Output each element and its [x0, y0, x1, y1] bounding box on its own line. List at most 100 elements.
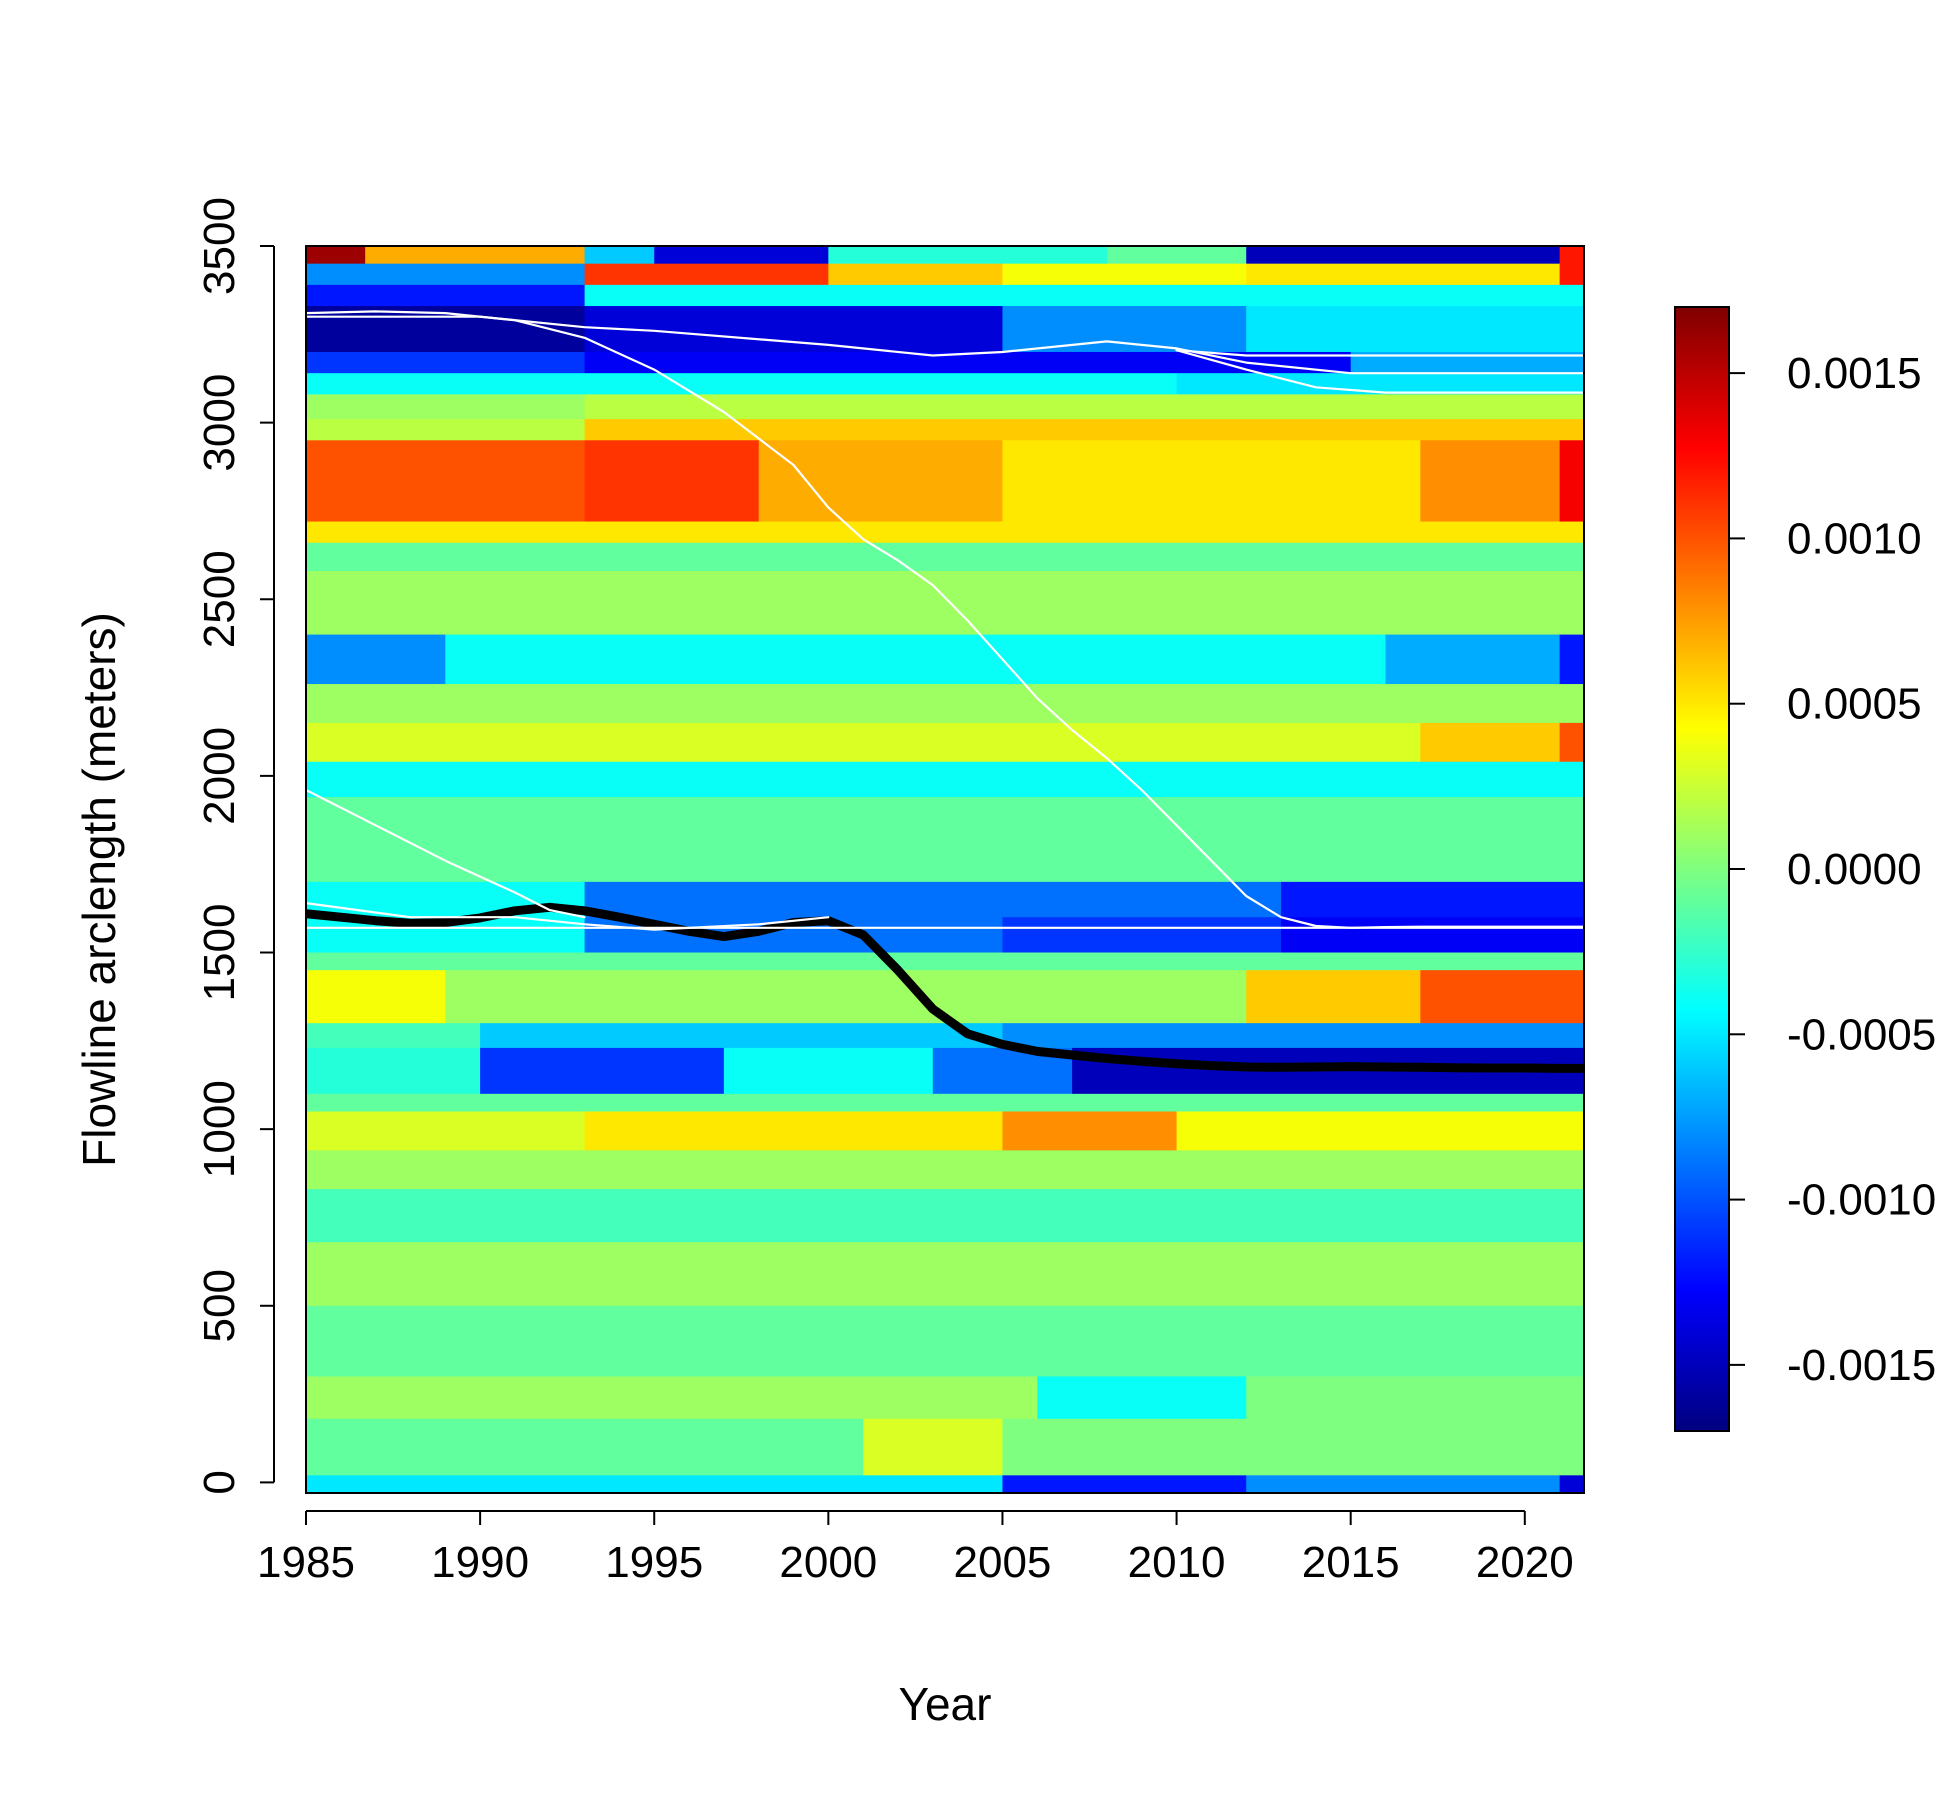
heatmap-cell — [1246, 306, 1584, 353]
heatmap-cell — [306, 1023, 481, 1049]
heatmap-cell — [1385, 634, 1561, 685]
heatmap-cell — [306, 373, 1178, 395]
heatmap-cell — [306, 1111, 586, 1151]
heatmap-cell — [1002, 1418, 1584, 1476]
heatmap-cell — [306, 246, 366, 265]
heatmap-cell — [306, 634, 446, 685]
heatmap-cell — [1002, 1023, 1584, 1049]
colorbar: -0.0015 -0.0010 -0.0005 0.0000 0.0005 0.0010 0… — [1674, 306, 1936, 1432]
heatmap-cell — [723, 1047, 934, 1095]
heatmap-cell — [306, 394, 586, 420]
heatmap-cell — [1281, 881, 1584, 918]
colorbar-tick-label: -0.0005 — [1787, 1010, 1936, 1059]
heatmap-cell — [863, 1418, 1003, 1476]
heatmap-cell — [306, 1305, 1584, 1377]
y-tick-label: 3000 — [195, 374, 244, 472]
y-tick-label: 2500 — [195, 550, 244, 648]
heatmap-cell — [584, 246, 655, 265]
x-tick-label: 2010 — [1128, 1538, 1226, 1587]
heatmap-cell — [306, 1047, 481, 1095]
heatmap-cell — [1176, 1111, 1584, 1151]
x-tick-label: 2015 — [1302, 1538, 1400, 1587]
heatmap-cell — [306, 952, 1584, 971]
heatmap-cell — [584, 881, 1282, 918]
x-tick-label: 1990 — [431, 1538, 529, 1587]
heatmap — [306, 246, 1584, 1493]
heatmap-cell — [445, 634, 1387, 685]
heatmap-cell — [1559, 440, 1584, 523]
colorbar-tick-label: 0.0015 — [1787, 349, 1922, 398]
heatmap-cell — [445, 970, 1247, 1024]
heatmap-cell — [1246, 1376, 1584, 1420]
heatmap-cell — [1281, 917, 1584, 954]
heatmap-cell — [306, 1189, 1584, 1243]
heatmap-cell — [828, 263, 1003, 286]
heatmap-cell — [306, 684, 1584, 724]
heatmap-cell — [584, 351, 1352, 374]
white-series-line-3 — [1175, 349, 1584, 357]
heatmap-cell — [365, 246, 586, 265]
x-axis-title: Year — [899, 1678, 992, 1730]
heatmap-cell — [584, 1111, 1003, 1151]
x-axis: 1985 1990 1995 2000 2005 2010 2015 2020 — [257, 1510, 1574, 1587]
heatmap-cell — [480, 1023, 1003, 1049]
white-series-line-5 — [306, 788, 586, 919]
heatmap-cell — [654, 246, 829, 265]
heatmap-cell — [1037, 1376, 1247, 1420]
heatmap-cell — [306, 419, 586, 441]
heatmap-cell — [1002, 1475, 1247, 1493]
heatmap-cell — [306, 1475, 1003, 1493]
heatmap-cell — [1002, 263, 1247, 286]
y-axis-title: Flowline arclength (meters) — [73, 612, 125, 1167]
heatmap-cell — [758, 440, 1003, 523]
y-axis: 0 500 1000 1500 2000 2500 3000 3500 — [195, 197, 275, 1495]
series-lines — [306, 310, 1584, 1073]
heatmap-cell — [1420, 440, 1561, 523]
heatmap-cell — [306, 570, 1584, 636]
x-tick-label: 1995 — [605, 1538, 703, 1587]
heatmap-cell — [584, 306, 1003, 353]
heatmap-cell — [306, 761, 1584, 798]
heatmap-cell — [1002, 306, 1247, 353]
heatmap-cell — [584, 394, 1584, 420]
heatmap-cell — [1246, 263, 1561, 286]
y-tick-label: 500 — [195, 1269, 244, 1342]
heatmap-cell — [1002, 1111, 1178, 1151]
x-tick-label: 2005 — [954, 1538, 1052, 1587]
heatmap-cell — [1106, 246, 1247, 265]
colorbar-tick-label: -0.0015 — [1787, 1341, 1936, 1390]
heatmap-cell — [1420, 722, 1561, 763]
heatmap-cell — [306, 1418, 864, 1476]
heatmap-cell — [584, 419, 1584, 441]
heatmap-cell — [1002, 917, 1282, 954]
heatmap-cell — [1559, 1475, 1584, 1493]
heatmap-cell — [306, 1093, 1584, 1112]
heatmap-cell — [1002, 440, 1421, 523]
heatmap-cell — [584, 263, 829, 286]
heatmap-cell — [480, 1047, 725, 1095]
white-series-line-2 — [306, 315, 1584, 375]
white-series-line-6 — [306, 902, 830, 931]
heatmap-cell — [306, 1242, 1584, 1307]
heatmap-cell — [828, 246, 1108, 265]
terminus-series-line — [306, 902, 1584, 1073]
x-tick-label: 1985 — [257, 1538, 355, 1587]
heatmap-cell — [1246, 246, 1561, 265]
heatmap-cell — [306, 722, 1421, 763]
white-series-line-4 — [1175, 349, 1584, 394]
heatmap-cell — [306, 797, 1584, 883]
y-tick-label: 1500 — [195, 904, 244, 1002]
heatmap-cell — [1420, 970, 1584, 1024]
heatmap-cell — [1559, 634, 1584, 685]
colorbar-tick-label: -0.0010 — [1787, 1176, 1936, 1225]
x-tick-label: 2000 — [779, 1538, 877, 1587]
colorbar-tick-label: 0.0010 — [1787, 514, 1922, 563]
y-tick-label: 0 — [195, 1470, 244, 1494]
colorbar-tick-label: 0.0000 — [1787, 845, 1922, 894]
heatmap-cell — [306, 351, 586, 374]
heatmap-cell — [1559, 246, 1584, 265]
colorbar-tick-label: 0.0005 — [1787, 680, 1922, 729]
heatmap-cell — [1246, 970, 1421, 1024]
heatmap-cell — [306, 440, 586, 523]
